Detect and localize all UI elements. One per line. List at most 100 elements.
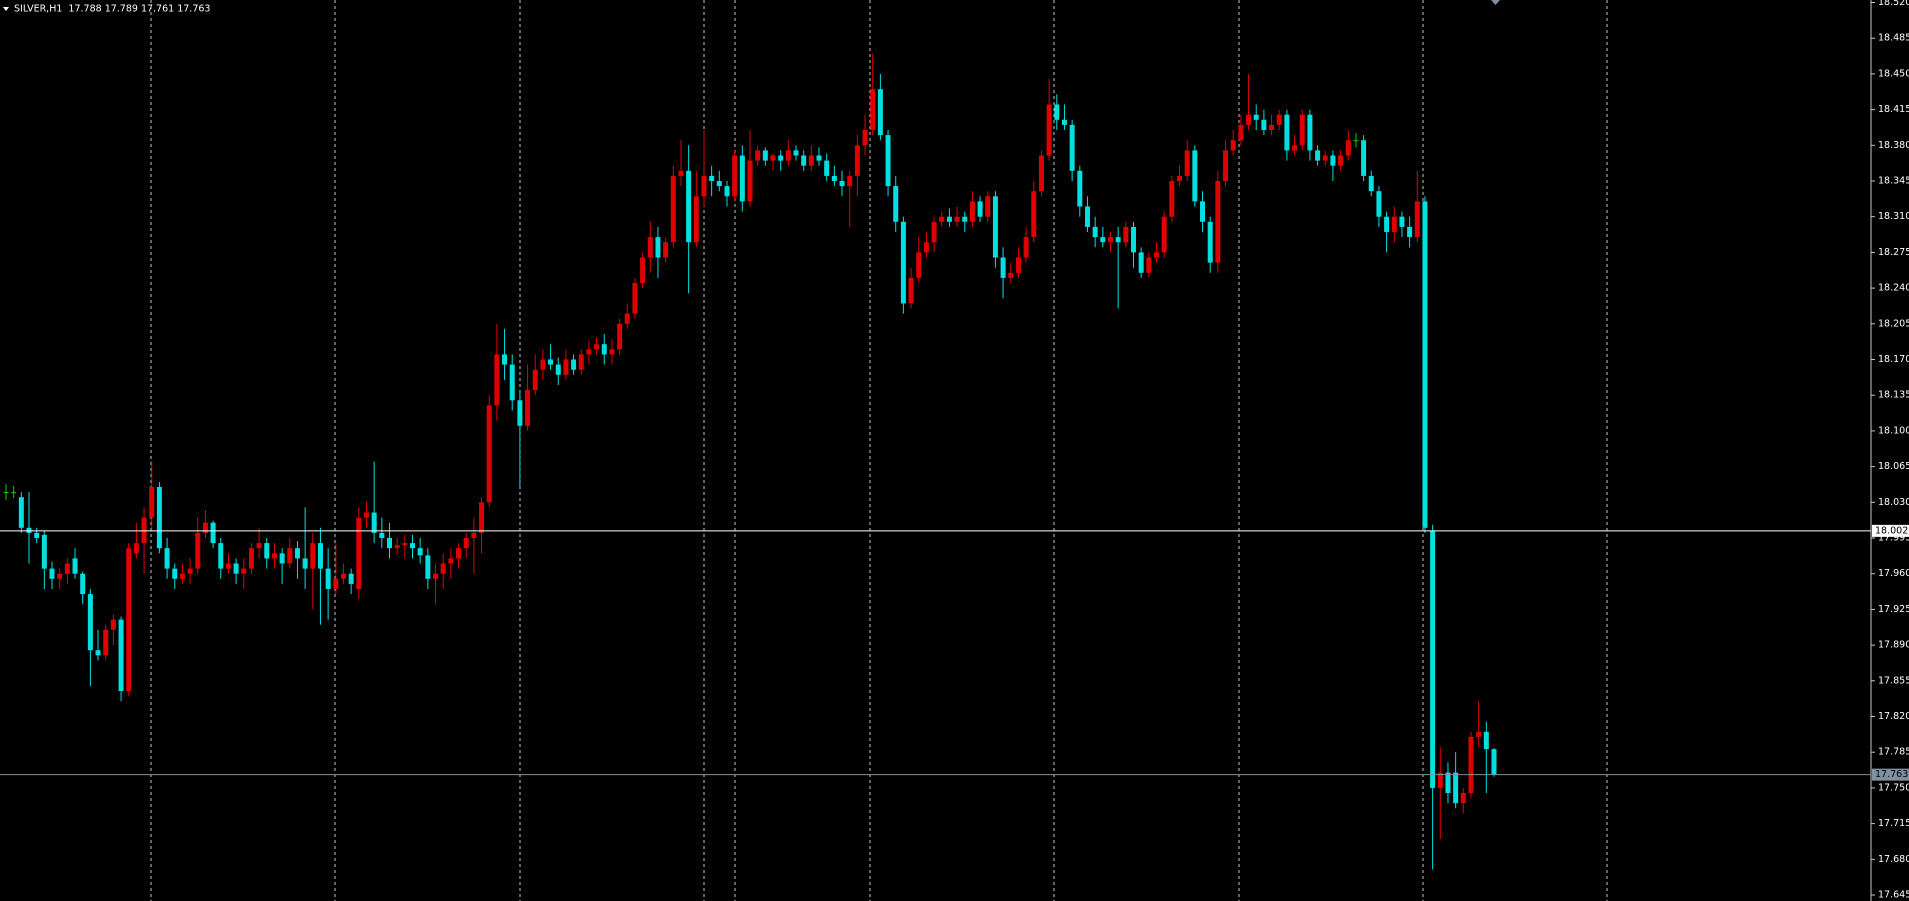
candle-body (1146, 257, 1152, 273)
candle-body (471, 532, 477, 538)
candle-body (762, 150, 768, 161)
y-tick-label: 18.205 (1878, 318, 1909, 329)
candle-body (808, 155, 814, 166)
candle-body (1407, 226, 1413, 238)
candle-body (854, 145, 860, 176)
candle-body (1161, 216, 1167, 253)
price-level-box (1872, 768, 1909, 781)
candle-body (778, 155, 784, 161)
candle-body (156, 487, 162, 549)
y-tick-label: 17.785 (1878, 747, 1909, 758)
candle-body (1084, 206, 1090, 227)
candle-body (494, 354, 500, 406)
candle-body (931, 221, 937, 243)
candle-body (1031, 191, 1037, 238)
y-tick-label: 18.240 (1878, 283, 1909, 294)
candle-body (716, 181, 722, 187)
current-bar-marker (1491, 0, 1500, 5)
candle-body (363, 512, 369, 518)
candle-body (256, 543, 262, 549)
candle-body (87, 594, 93, 651)
candle-body (248, 548, 254, 569)
candle-body (839, 181, 845, 187)
candle-body (502, 354, 508, 365)
candle-body (271, 553, 277, 559)
candle-body (233, 563, 239, 574)
candle-body (885, 135, 891, 187)
candle-body (540, 359, 546, 370)
candle-body (118, 619, 124, 691)
candle-body (1468, 736, 1474, 793)
candle-body (793, 150, 799, 156)
candle-body (1292, 145, 1298, 151)
candle-body (1460, 793, 1466, 804)
y-tick-label: 18.450 (1878, 68, 1909, 79)
candle-body (225, 563, 231, 569)
candle-body (663, 242, 669, 258)
candle-body (456, 548, 462, 559)
candle-body (1491, 749, 1497, 775)
candle-body (870, 89, 876, 130)
candle-body (962, 216, 968, 222)
candle-body (287, 548, 293, 564)
candle-body (1177, 175, 1183, 181)
candle-body (1376, 191, 1382, 217)
candle-body (693, 196, 699, 243)
y-tick-label: 17.715 (1878, 818, 1909, 829)
candle-body (985, 196, 991, 217)
candle-body (394, 545, 400, 549)
y-tick-label: 18.415 (1878, 104, 1909, 115)
candle-body (555, 364, 561, 375)
candle-body (900, 221, 906, 304)
candle-body (1154, 252, 1159, 258)
candle-body (1284, 114, 1290, 151)
candle-body (785, 150, 791, 161)
y-tick-label: 18.100 (1878, 425, 1909, 436)
candle-body (1169, 181, 1175, 217)
candle-body (1414, 201, 1420, 238)
candle-body (624, 313, 630, 324)
candle-body (1453, 772, 1459, 804)
candle-body (1422, 201, 1428, 528)
candle-body (1238, 124, 1244, 141)
candle-body (110, 619, 116, 630)
candle-body (739, 155, 745, 202)
candle-body (1299, 114, 1305, 146)
candle-body (601, 344, 607, 355)
candle-body (532, 369, 538, 391)
candle-body (1023, 237, 1029, 258)
candle-body (954, 216, 960, 222)
price-level-label: 18.002 (1875, 525, 1908, 536)
candle-body (640, 257, 646, 283)
candle-body (1061, 119, 1067, 125)
candle-body (80, 573, 86, 595)
candle-body (770, 155, 776, 161)
candle-body (1430, 530, 1436, 788)
candle-body (18, 497, 24, 528)
candle-body (1437, 772, 1443, 788)
candle-body (1230, 140, 1236, 151)
candle-body (1054, 104, 1060, 120)
y-tick-label: 18.520 (1878, 0, 1909, 8)
candle-body (433, 573, 439, 579)
candle-body (609, 349, 615, 355)
candle-body (1269, 124, 1275, 130)
candle-body (333, 578, 339, 589)
candle-body (1138, 252, 1144, 273)
candle-body (969, 201, 975, 222)
candle-body (1345, 140, 1351, 156)
candle-body (1092, 226, 1098, 238)
candle-body (686, 170, 692, 243)
candle-body (95, 650, 101, 656)
y-tick-label: 18.275 (1878, 247, 1909, 258)
y-tick-label: 17.925 (1878, 604, 1909, 615)
candle-body (172, 568, 178, 579)
candle-body (1253, 114, 1259, 120)
y-tick-label: 18.345 (1878, 176, 1909, 187)
candle-body (218, 543, 224, 569)
candle-body (3, 492, 9, 494)
y-tick-label: 17.645 (1878, 890, 1909, 901)
candle-body (709, 175, 715, 181)
collapse-arrow (3, 7, 9, 11)
candle-body (893, 186, 899, 222)
